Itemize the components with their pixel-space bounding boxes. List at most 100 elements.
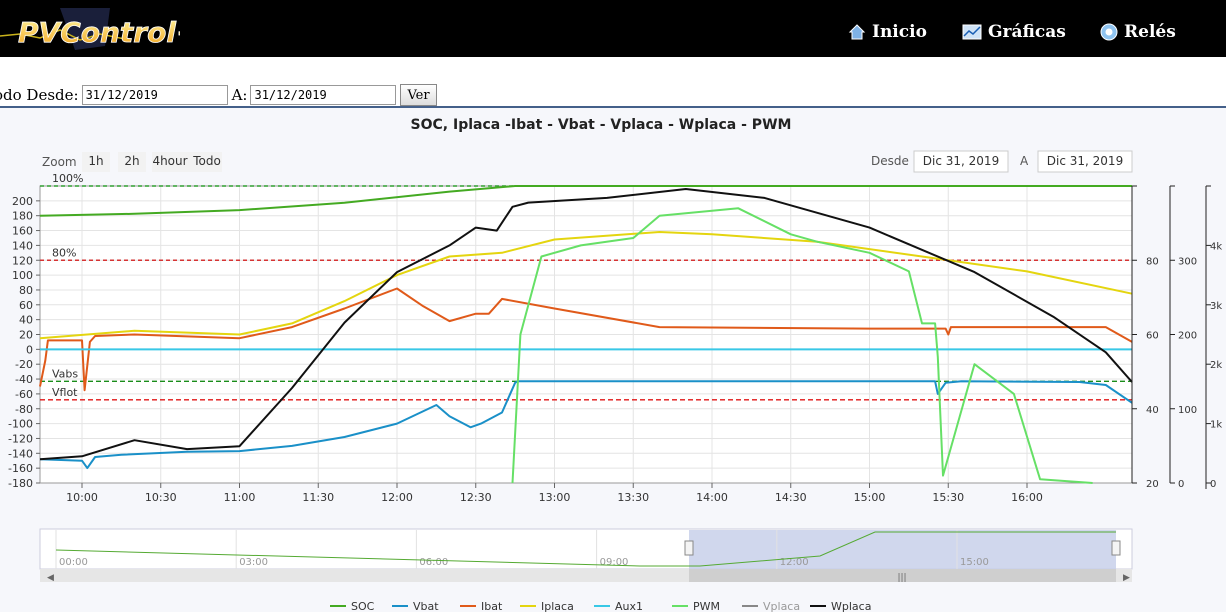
- header-divider: [0, 106, 1226, 108]
- legend-label: Ibat: [481, 600, 503, 612]
- zoom-4hour-button[interactable]: 4hour: [152, 152, 190, 172]
- range-from-input[interactable]: Dic 31, 2019: [913, 150, 1009, 173]
- navigator-selection[interactable]: [689, 530, 1116, 569]
- zoom-todo-button[interactable]: Todo: [190, 152, 222, 172]
- legend-item-iplaca[interactable]: Iplaca: [520, 600, 574, 613]
- legend-label: Vplaca: [763, 600, 800, 612]
- chart-title: SOC, Iplaca -Ibat - Vbat - Vplaca - Wpla…: [411, 117, 792, 133]
- series-line-ibat[interactable]: [39, 287, 1133, 392]
- x-tick-label: 15:00: [854, 491, 886, 504]
- plotline-label: 80%: [52, 246, 76, 259]
- nav-inicio[interactable]: Inicio: [848, 22, 927, 42]
- y-left-tick-label: 160: [12, 225, 33, 238]
- y-soc-axis-tick-label: 40: [1146, 405, 1159, 416]
- y-left-tick-label: -160: [8, 462, 33, 475]
- legend-item-ibat[interactable]: Ibat: [460, 600, 503, 613]
- legend-label: Iplaca: [541, 600, 574, 612]
- y-watts-axis-tick-label: 4k: [1210, 241, 1222, 252]
- series-line-vbat[interactable]: [39, 380, 1133, 470]
- y-left-tick-label: -140: [8, 447, 33, 460]
- x-tick-label: 10:00: [66, 491, 98, 504]
- y-left-tick-label: -40: [15, 373, 33, 386]
- svg-text:Todo: Todo: [192, 154, 221, 168]
- to-label: A:: [231, 86, 248, 104]
- legend-item-wplaca[interactable]: Wplaca: [810, 600, 871, 613]
- plotline-label: Vabs: [52, 367, 78, 380]
- y-soc-axis-tick-label: 20: [1146, 479, 1159, 490]
- x-tick-label: 14:00: [696, 491, 728, 504]
- y-left-tick-label: 120: [12, 254, 33, 267]
- scrollbar-thumb[interactable]: [689, 569, 1116, 582]
- x-tick-label: 13:00: [539, 491, 571, 504]
- app-logo: PVControl+: [0, 8, 180, 50]
- y-left-tick-label: 0: [26, 343, 33, 356]
- legend: SOC Vbat Ibat Iplaca Aux1 PWM Vplaca Wplaca: [330, 600, 871, 613]
- x-tick-label: 12:30: [460, 491, 492, 504]
- legend-label: Aux1: [615, 600, 643, 612]
- series-line-iplaca[interactable]: [39, 231, 1133, 340]
- navigator-right-handle[interactable]: [1111, 540, 1121, 556]
- legend-item-aux1[interactable]: Aux1: [594, 600, 643, 613]
- navigator-soc-line: [55, 531, 1116, 567]
- legend-item-vbat[interactable]: Vbat: [392, 600, 439, 613]
- y-watts-axis-tick-label: 2k: [1210, 360, 1222, 371]
- legend-item-soc[interactable]: SOC: [330, 600, 375, 613]
- ver-button[interactable]: Ver: [400, 84, 437, 106]
- x-tick-label: 14:30: [775, 491, 807, 504]
- chart-icon: [962, 24, 982, 40]
- x-tick-label: 11:00: [224, 491, 256, 504]
- x-tick-label: 10:30: [145, 491, 177, 504]
- y-pwm-axis-tick-label: 300: [1178, 256, 1197, 267]
- from-date-input[interactable]: [81, 85, 228, 105]
- range-from-label: Desde: [871, 154, 909, 168]
- to-date-input[interactable]: [250, 85, 397, 105]
- nav-reles[interactable]: Relés: [1100, 22, 1176, 42]
- series-line-wplaca[interactable]: [39, 188, 1133, 461]
- y-left-tick-label: -100: [8, 418, 33, 431]
- series-line-soc[interactable]: [39, 185, 1132, 217]
- navigator-tick-label: 15:00: [960, 557, 989, 568]
- y-left-tick-label: -180: [8, 477, 33, 490]
- scroll-right-icon[interactable]: ▶: [1123, 573, 1130, 583]
- chart-container: SOC, Iplaca -Ibat - Vbat - Vplaca - Wpla…: [0, 108, 1226, 613]
- navigator-tick-label: 06:00: [419, 557, 448, 568]
- plotline-label: 100%: [52, 172, 83, 185]
- y-pwm-axis-tick-label: 0: [1178, 479, 1184, 490]
- y-left-tick-label: 100: [12, 269, 33, 282]
- chart-svg: SOC, Iplaca -Ibat - Vbat - Vplaca - Wpla…: [8, 117, 1222, 613]
- x-tick-label: 11:30: [302, 491, 334, 504]
- navigator-tick-label: 12:00: [780, 557, 809, 568]
- y-watts-axis-tick-label: 3k: [1210, 301, 1222, 312]
- header-bar: PVControl+ Inicio Gráficas Relés: [0, 0, 1226, 57]
- x-tick-label: 16:00: [1011, 491, 1043, 504]
- nav-graficas-label: Gráficas: [988, 22, 1066, 42]
- zoom-2h-button[interactable]: 2h: [118, 152, 146, 172]
- y-soc-axis-tick-label: 60: [1146, 331, 1159, 342]
- svg-text:4hour: 4hour: [152, 154, 187, 168]
- nav-graficas[interactable]: Gráficas: [962, 22, 1066, 42]
- legend-label: Vbat: [413, 600, 439, 612]
- legend-label: Wplaca: [831, 600, 871, 612]
- svg-text:1h: 1h: [88, 154, 103, 168]
- zoom-1h-button[interactable]: 1h: [82, 152, 110, 172]
- y-watts-axis-tick-label: 1k: [1210, 420, 1222, 431]
- from-label: odo Desde:: [0, 86, 79, 104]
- y-left-tick-label: 60: [19, 299, 33, 312]
- legend-label: SOC: [351, 600, 375, 612]
- y-left-tick-label: 180: [12, 210, 33, 223]
- series-line-pwm[interactable]: [511, 207, 1093, 484]
- svg-text:Dic 31, 2019: Dic 31, 2019: [1047, 154, 1123, 168]
- y-left-tick-label: 20: [19, 329, 33, 342]
- y-left-tick-label: -20: [15, 358, 33, 371]
- navigator-left-handle[interactable]: [684, 540, 694, 556]
- legend-item-vplaca[interactable]: Vplaca: [742, 600, 800, 613]
- y-left-tick-label: -120: [8, 432, 33, 445]
- scroll-left-icon[interactable]: ◀: [47, 573, 54, 583]
- y-left-tick-label: 200: [12, 195, 33, 208]
- date-filter-form: odo Desde: A: Ver: [0, 82, 437, 108]
- range-to-input[interactable]: Dic 31, 2019: [1037, 150, 1133, 173]
- legend-item-pwm[interactable]: PWM: [672, 600, 720, 613]
- x-tick-label: 15:30: [932, 491, 964, 504]
- y-left-tick-label: -80: [15, 403, 33, 416]
- navigator[interactable]: 00:00 03:00 06:00 09:00 12:00 15:00 ||| ◀ ▶: [39, 528, 1133, 583]
